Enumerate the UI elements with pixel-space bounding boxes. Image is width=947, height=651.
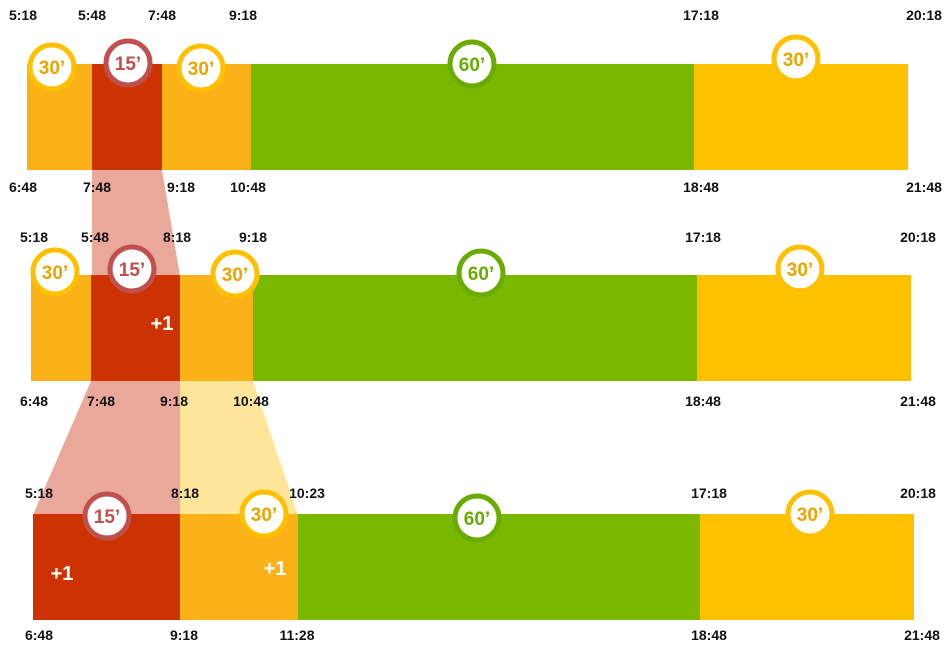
duration-badge: 30’ xyxy=(176,43,226,93)
badge-label: 60’ xyxy=(468,264,494,285)
badge-ring xyxy=(210,249,260,299)
end-time-label: 10:48 xyxy=(233,393,269,409)
start-time-label: 7:48 xyxy=(148,7,176,23)
end-time-label: 10:48 xyxy=(230,179,266,195)
end-time-label: 6:48 xyxy=(25,627,53,643)
badge-label: 30’ xyxy=(188,59,214,80)
badge-label: 30’ xyxy=(797,505,823,526)
duration-badge: 60’ xyxy=(456,248,506,298)
badge-ring xyxy=(775,244,825,294)
badge-ring xyxy=(30,247,80,297)
plus-one-label: +1 xyxy=(264,558,287,580)
badge-label: 15’ xyxy=(94,507,120,528)
badge-label: 60’ xyxy=(464,509,490,530)
duration-badge: 15’ xyxy=(107,244,157,294)
start-time-label: 5:18 xyxy=(25,485,53,501)
duration-badge: 30’ xyxy=(775,244,825,294)
start-time-label: 17:18 xyxy=(685,229,721,245)
end-time-label: 21:48 xyxy=(900,393,936,409)
badge-label: 30’ xyxy=(787,260,813,281)
timeline-row3: 15’ 30’ 60’ 30’ +1 +1 5:18 8:18 10:23 17:18 20:18 6… xyxy=(25,485,940,643)
start-time-label: 20:18 xyxy=(900,485,936,501)
duration-badge: 30’ xyxy=(27,42,77,92)
end-time-label: 21:48 xyxy=(904,627,940,643)
end-time-label: 21:48 xyxy=(906,179,942,195)
zoom-funnel-yellow-row2-row3 xyxy=(180,381,298,515)
duration-badge: 30’ xyxy=(210,249,260,299)
start-time-label: 5:48 xyxy=(81,229,109,245)
start-time-label: 9:18 xyxy=(229,7,257,23)
badge-ring xyxy=(785,489,835,539)
end-time-label: 11:28 xyxy=(279,627,314,643)
start-time-label: 8:18 xyxy=(171,485,199,501)
badge-label: 30’ xyxy=(222,265,248,286)
start-time-label: 9:18 xyxy=(239,229,267,245)
start-time-label: 5:18 xyxy=(9,7,37,23)
badge-ring xyxy=(447,39,497,89)
badge-ring xyxy=(82,491,132,541)
start-time-label: 20:18 xyxy=(900,229,936,245)
start-time-label: 17:18 xyxy=(691,485,727,501)
badge-label: 30’ xyxy=(251,505,277,526)
badge-ring xyxy=(452,493,502,543)
segment-green xyxy=(298,514,700,620)
duration-badge: 15’ xyxy=(82,491,132,541)
timeline-row1: 30’ 15’ 30’ 60’ 30’ 5:18 5:48 7:48 9:18 17:18 20:1… xyxy=(9,7,942,195)
end-time-label: 7:48 xyxy=(87,393,115,409)
duration-badge: 15’ xyxy=(103,38,153,88)
badge-ring xyxy=(456,248,506,298)
start-time-label: 10:23 xyxy=(289,485,325,501)
plus-one-label: +1 xyxy=(151,313,174,335)
end-time-label: 18:48 xyxy=(691,627,727,643)
badge-label: 30’ xyxy=(39,58,65,79)
badge-label: 30’ xyxy=(783,50,809,71)
duration-badge: 60’ xyxy=(452,493,502,543)
end-time-label: 9:18 xyxy=(167,179,195,195)
end-time-label: 9:18 xyxy=(160,393,188,409)
badge-ring xyxy=(771,34,821,84)
end-time-label: 6:48 xyxy=(20,393,48,409)
zoom-funnel-red-row2-row3 xyxy=(33,381,180,515)
badge-ring xyxy=(176,43,226,93)
timeline-row2: 30’ 15’ 30’ 60’ 30’ +1 5:18 5:48 8:18 9:18 17:18 20… xyxy=(20,229,936,409)
badge-label: 15’ xyxy=(119,260,145,281)
end-time-label: 9:18 xyxy=(170,627,198,643)
badge-ring xyxy=(239,489,289,539)
end-time-label: 7:48 xyxy=(83,179,111,195)
badge-ring xyxy=(27,42,77,92)
end-time-label: 18:48 xyxy=(683,179,719,195)
badge-ring xyxy=(103,38,153,88)
duration-badge: 30’ xyxy=(771,34,821,84)
duration-badge: 30’ xyxy=(30,247,80,297)
plus-one-label: +1 xyxy=(51,563,74,585)
zoom-funnel-red-row1-row2 xyxy=(92,170,180,276)
start-time-label: 5:48 xyxy=(78,7,106,23)
start-time-label: 5:18 xyxy=(20,229,48,245)
start-time-label: 17:18 xyxy=(683,7,719,23)
start-time-label: 8:18 xyxy=(163,229,191,245)
badge-label: 15’ xyxy=(115,54,141,75)
end-time-label: 18:48 xyxy=(685,393,721,409)
badge-ring xyxy=(107,244,157,294)
badge-label: 60’ xyxy=(459,55,485,76)
end-time-label: 6:48 xyxy=(9,179,37,195)
badge-label: 30’ xyxy=(42,263,68,284)
start-time-label: 20:18 xyxy=(906,7,942,23)
duration-badge: 30’ xyxy=(239,489,289,539)
duration-badge: 30’ xyxy=(785,489,835,539)
duration-badge: 60’ xyxy=(447,39,497,89)
